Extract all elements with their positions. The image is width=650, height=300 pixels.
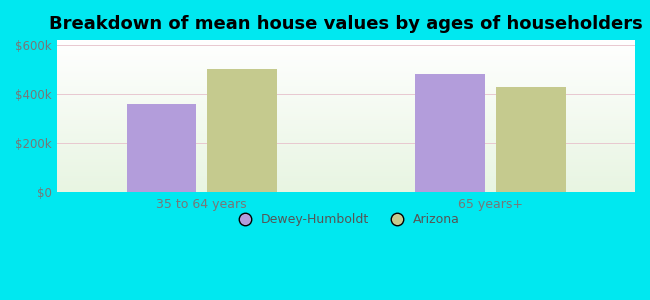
Bar <box>415 74 485 192</box>
Bar <box>207 70 277 192</box>
Title: Breakdown of mean house values by ages of householders: Breakdown of mean house values by ages o… <box>49 15 643 33</box>
Bar <box>127 104 196 192</box>
Legend: Dewey-Humboldt, Arizona: Dewey-Humboldt, Arizona <box>227 208 465 231</box>
Bar <box>497 87 566 192</box>
